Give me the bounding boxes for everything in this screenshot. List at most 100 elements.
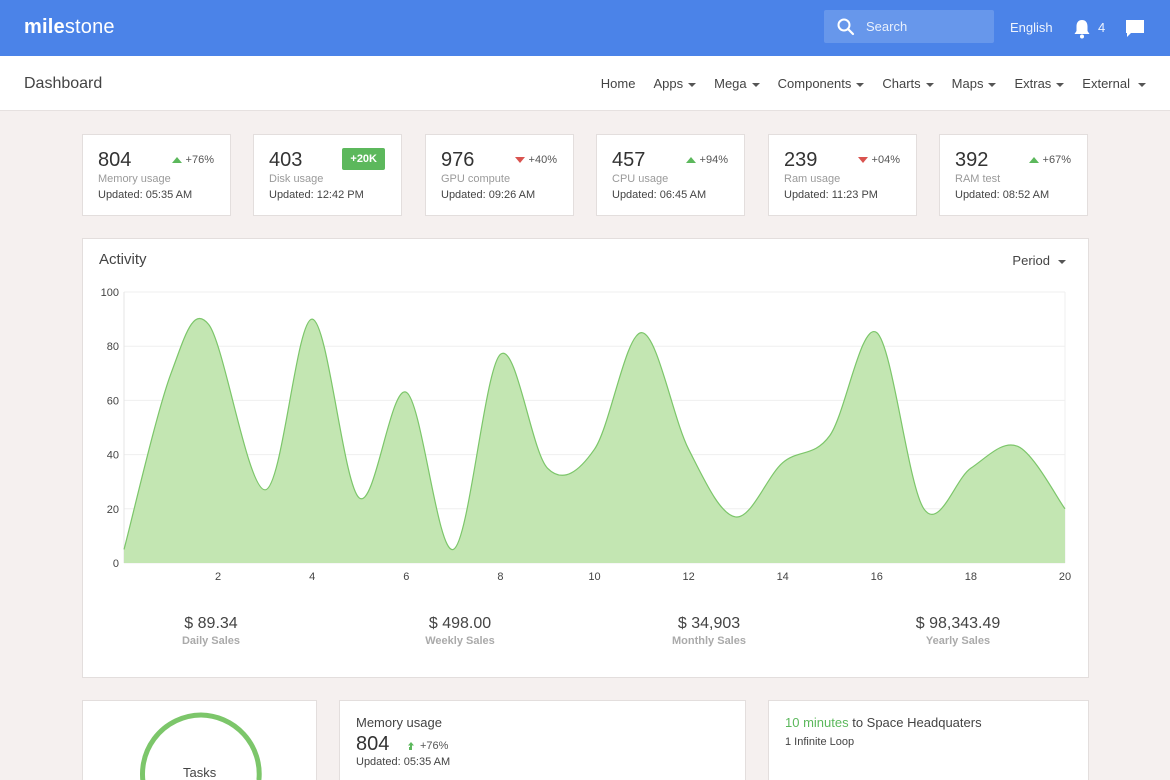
stat-label: CPU usage [612,173,669,185]
period-dropdown[interactable]: Period [1012,253,1066,268]
page-header: Dashboard Home Apps Mega Components Char… [0,56,1170,111]
sales-label: Yearly Sales [925,635,991,647]
y-tick-label: 20 [107,504,119,516]
nav-mega[interactable]: Mega [714,76,760,91]
x-tick-label: 4 [309,571,315,583]
nav-mega-label: Mega [714,76,747,91]
nav-apps-label: Apps [653,76,684,91]
x-tick-label: 6 [403,571,409,583]
series-line [123,317,1066,551]
stat-card-ram: 239 +04% Ram usage Updated: 11:23 PM [768,134,917,216]
caret-down-icon [856,82,865,87]
y-tick-label: 0 [113,558,119,570]
stat-trend: +76% [171,154,214,166]
trend-text: +67% [1042,154,1071,166]
brand-logo[interactable]: milestone [24,16,115,39]
stat-trend: +04% [857,154,900,166]
series-area [124,318,1065,563]
activity-card: Activity Period 0 20 40 60 80 100 2 4 6 8 10 12 14 16… [82,238,1089,678]
sales-amount: $ 89.34 [184,615,238,632]
stat-updated: Updated: 12:42 PM [269,189,364,201]
caret-down-icon [925,82,934,87]
x-tick-label: 18 [965,571,977,583]
nav-extras[interactable]: Extras [1014,76,1065,91]
search-icon [837,18,855,36]
y-tick-label: 60 [107,395,119,407]
stat-value: 976 [441,149,475,171]
chat-icon[interactable] [1124,18,1146,40]
trend-text: +76% [420,740,449,752]
activity-title: Activity [99,251,147,268]
stat-value: 392 [955,149,989,171]
geo-title: 10 minutes to Space Headquaters [785,715,982,730]
nav-charts[interactable]: Charts [882,76,934,91]
sales-yearly: $ 98,343.49 Yearly Sales [858,615,1058,647]
x-tick-label: 12 [682,571,694,583]
trend-text: +04% [871,154,900,166]
x-tick-label: 10 [588,571,600,583]
tasks-label: Tasks [183,765,217,780]
caret-down-icon [688,82,697,87]
search-box[interactable] [824,10,994,43]
nav-external[interactable]: External [1082,76,1146,91]
sales-weekly: $ 498.00 Weekly Sales [360,615,560,647]
page-title: Dashboard [24,75,103,92]
caret-down-icon [1138,82,1146,87]
tasks-progress-ring [140,712,262,780]
stat-value: 457 [612,149,646,171]
nav-maps-label: Maps [951,76,984,91]
bell-icon[interactable] [1072,18,1092,40]
stat-label: Ram usage [784,173,841,185]
nav-home-label: Home [600,76,636,91]
brand-bold: mile [24,16,65,38]
nav-apps[interactable]: Apps [653,76,697,91]
sales-amount: $ 98,343.49 [915,615,1001,632]
sales-amount: $ 498.00 [428,615,492,632]
memory-updated: Updated: 05:35 AM [356,756,451,768]
activity-chart: 0 20 40 60 80 100 2 4 6 8 10 12 14 16 18 20 [101,287,1071,583]
trend-up-icon [1028,157,1039,163]
stat-card-memory: 804 +76% Memory usage Updated: 05:35 AM [82,134,231,216]
stat-value: 804 [98,149,132,171]
search-input[interactable] [866,16,986,36]
y-tick-label: 40 [107,450,119,462]
nav-home[interactable]: Home [601,76,636,91]
stat-card-disk: 403 +20K Disk usage Updated: 12:42 PM [253,134,402,216]
caret-down-icon [1056,82,1065,87]
geo-rest: to Space Headquaters [848,715,982,730]
stat-updated: Updated: 05:35 AM [98,189,193,201]
sales-label: Monthly Sales [672,635,746,647]
sales-amount: $ 34,903 [677,615,741,632]
stat-updated: Updated: 08:52 AM [955,189,1050,201]
x-tick-label: 20 [1059,571,1071,583]
sales-daily: $ 89.34 Daily Sales [111,615,311,647]
nav-charts-label: Charts [882,76,921,91]
nav-extras-label: Extras [1014,76,1052,91]
stat-badge: +20K [342,148,385,170]
stat-card-cpu: 457 +94% CPU usage Updated: 06:45 AM [596,134,745,216]
geo-card: 10 minutes to Space Headquaters 1 Infini… [768,700,1089,780]
nav-maps[interactable]: Maps [952,76,997,91]
memory-card: Memory usage 804 +76% Updated: 05:35 AM [339,700,746,780]
trend-text: +76% [185,154,214,166]
trend-down-icon [514,157,525,163]
stat-trend: +67% [1028,154,1071,166]
stat-card-ram-test: 392 +67% RAM test Updated: 08:52 AM [939,134,1088,216]
y-tick-label: 100 [101,287,119,299]
x-tick-label: 16 [871,571,883,583]
x-tick-label: 2 [215,571,221,583]
language-selector[interactable]: English [1010,20,1053,35]
trend-down-icon [857,157,868,163]
stat-value: 239 [784,149,818,171]
caret-down-icon [751,82,760,87]
memory-value: 804 [356,733,390,755]
stat-label: Disk usage [269,173,324,185]
caret-down-icon [1058,259,1066,264]
sales-label: Daily Sales [181,635,241,647]
notification-count: 4 [1098,20,1106,35]
memory-trend: +76% [406,740,448,752]
nav-components-label: Components [777,76,852,91]
brand-rest: stone [64,16,115,38]
caret-down-icon [988,82,997,87]
nav-components[interactable]: Components [778,76,865,91]
